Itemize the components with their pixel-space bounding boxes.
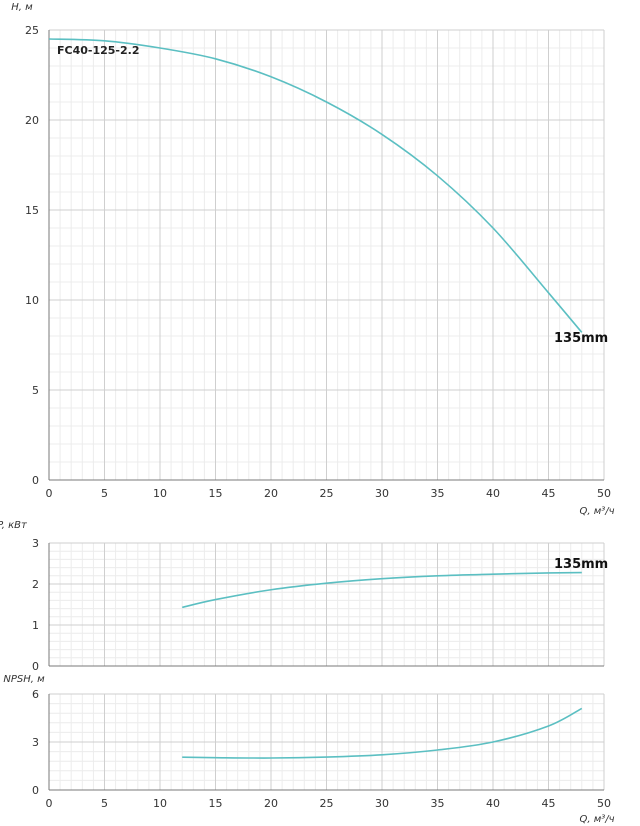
x-tick-label: 0 [46, 487, 53, 500]
x-tick-label: 45 [542, 487, 556, 500]
x-tick-label: 50 [597, 487, 611, 500]
npsh-curve [182, 707, 583, 759]
y-tick-label: 5 [32, 384, 39, 397]
x-tick-label: 15 [209, 487, 223, 500]
power-panel: 0 1 2 3 P, кВт 135mm [0, 520, 608, 673]
x-tick-label: 35 [431, 487, 445, 500]
x-axis-title: Q, м³/ч [579, 814, 614, 825]
y-tick-label: 10 [25, 294, 39, 307]
y-axis-title: H, м [11, 2, 33, 13]
x-axis-title: Q, м³/ч [579, 506, 614, 517]
x-tick-label: 30 [375, 487, 389, 500]
x-tick-label: 25 [320, 797, 334, 810]
npsh-panel: 0 3 6 0 5 10 15 20 25 30 35 40 45 50 NPSH, м Q, м³/ч [3, 674, 614, 825]
x-tick-label: 20 [264, 797, 278, 810]
x-tick-label: 10 [153, 797, 167, 810]
x-tick-label: 10 [153, 487, 167, 500]
y-tick-label: 6 [32, 688, 39, 701]
head-curve [48, 38, 583, 333]
x-tick-label: 40 [486, 487, 500, 500]
series-label: 135mm [554, 557, 608, 572]
x-tick-label: 5 [101, 487, 108, 500]
y-tick-label: 20 [25, 114, 39, 127]
y-tick-label: 1 [32, 619, 39, 632]
model-label: FC40-125-2.2 [57, 44, 139, 57]
y-tick-label: 0 [32, 660, 39, 673]
head-panel: 0 5 10 15 20 25 0 5 10 15 20 25 30 35 40 45 50 H, м Q, м³/… [11, 2, 614, 517]
y-tick-label: 2 [32, 578, 39, 591]
y-tick-label: 3 [32, 736, 39, 749]
y-axis-title: NPSH, м [3, 674, 45, 685]
x-tick-label: 15 [209, 797, 223, 810]
series-label: 135mm [554, 331, 608, 346]
x-tick-label: 5 [101, 797, 108, 810]
y-tick-label: 0 [32, 474, 39, 487]
y-tick-label: 3 [32, 537, 39, 550]
x-tick-label: 45 [542, 797, 556, 810]
x-tick-label: 0 [46, 797, 53, 810]
x-tick-label: 25 [320, 487, 334, 500]
y-axis-title: P, кВт [0, 520, 28, 531]
x-tick-label: 50 [597, 797, 611, 810]
y-tick-label: 15 [25, 204, 39, 217]
y-tick-label: 25 [25, 24, 39, 37]
x-tick-label: 20 [264, 487, 278, 500]
y-tick-label: 0 [32, 784, 39, 797]
x-tick-label: 30 [375, 797, 389, 810]
power-curve [182, 571, 582, 609]
x-tick-label: 40 [486, 797, 500, 810]
x-tick-label: 35 [431, 797, 445, 810]
